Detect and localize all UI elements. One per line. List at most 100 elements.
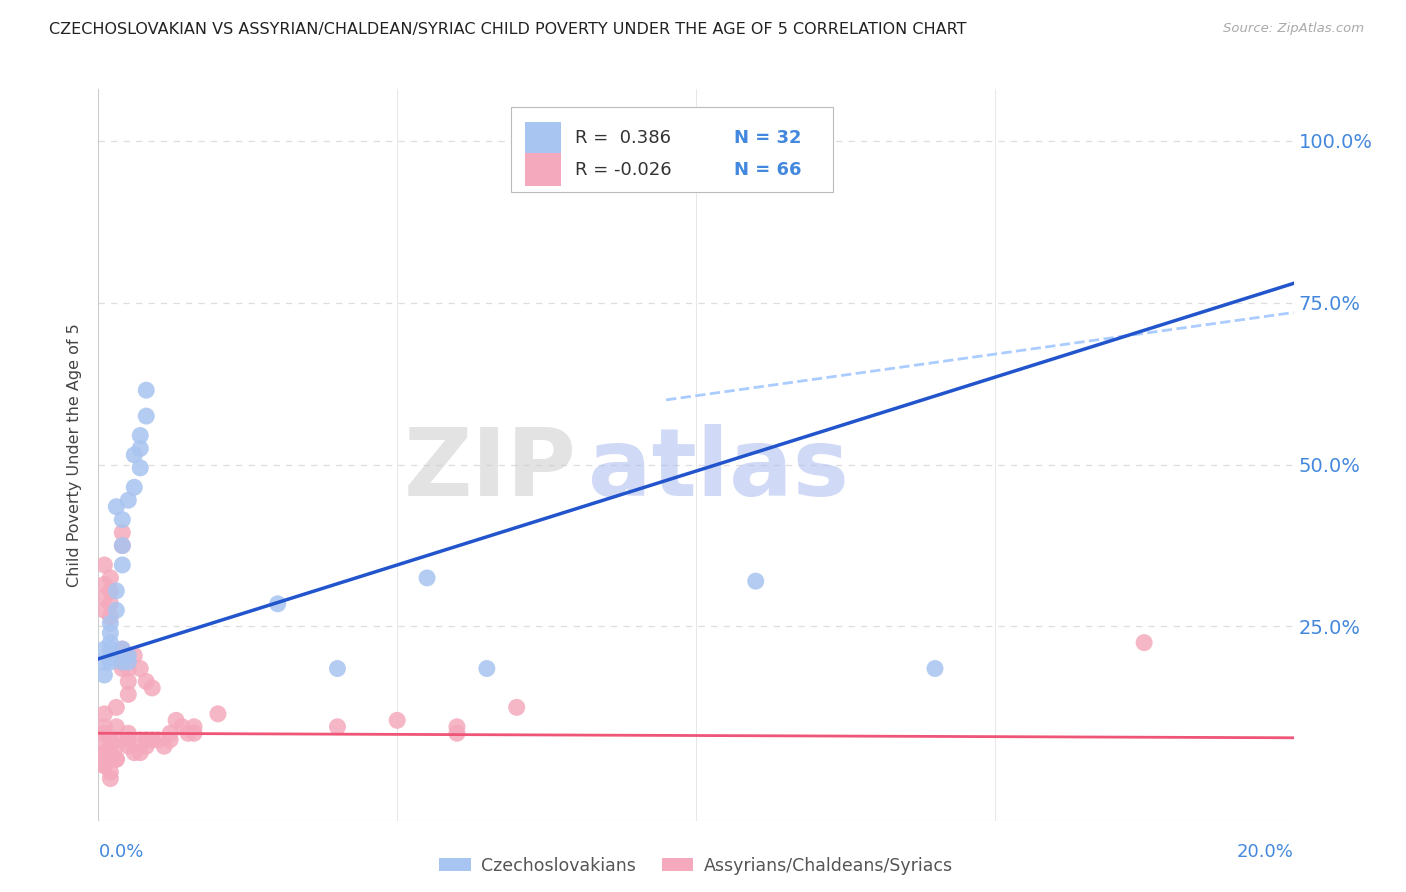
Point xyxy=(93,746,115,760)
Point xyxy=(100,616,122,631)
Point xyxy=(93,668,115,682)
Point xyxy=(475,661,498,675)
Point xyxy=(105,732,128,747)
Point xyxy=(159,732,181,747)
Point xyxy=(117,732,139,747)
Point xyxy=(100,583,122,598)
Text: ZIP: ZIP xyxy=(404,424,576,516)
Bar xyxy=(524,121,561,154)
Point xyxy=(105,603,128,617)
Point xyxy=(129,461,152,475)
Point xyxy=(117,726,139,740)
Point xyxy=(111,525,134,540)
Point xyxy=(100,652,122,666)
Point xyxy=(924,661,946,675)
Point xyxy=(148,732,170,747)
Point xyxy=(93,746,115,760)
Point xyxy=(105,739,128,754)
Point xyxy=(207,706,229,721)
Point xyxy=(124,648,146,663)
Point xyxy=(100,635,122,649)
Point xyxy=(141,681,163,695)
Point xyxy=(93,726,115,740)
Point xyxy=(93,758,115,772)
Point xyxy=(111,642,134,657)
Point xyxy=(93,591,115,605)
Point xyxy=(111,539,134,553)
Point xyxy=(117,739,139,754)
Text: R =  0.386: R = 0.386 xyxy=(575,129,671,147)
Point xyxy=(135,674,157,689)
Point xyxy=(117,661,139,675)
Point xyxy=(111,661,134,675)
Point xyxy=(183,720,205,734)
Point xyxy=(177,726,200,740)
Point xyxy=(111,558,134,572)
Point xyxy=(93,655,115,669)
Point xyxy=(100,765,122,780)
Text: N = 32: N = 32 xyxy=(734,129,801,147)
Point xyxy=(135,739,157,754)
Point xyxy=(326,720,349,734)
Point xyxy=(153,739,176,754)
Point xyxy=(135,383,157,397)
Y-axis label: Child Poverty Under the Age of 5: Child Poverty Under the Age of 5 xyxy=(67,323,83,587)
Point xyxy=(93,577,115,591)
Point xyxy=(105,720,128,734)
Legend: Czechoslovakians, Assyrians/Chaldeans/Syriacs: Czechoslovakians, Assyrians/Chaldeans/Sy… xyxy=(432,849,960,881)
Point xyxy=(93,603,115,617)
Point xyxy=(117,674,139,689)
Point xyxy=(93,706,115,721)
Point xyxy=(416,571,439,585)
Point xyxy=(135,732,157,747)
Point xyxy=(100,732,122,747)
Point xyxy=(100,772,122,786)
Point xyxy=(165,714,187,728)
Point xyxy=(183,726,205,740)
Text: R = -0.026: R = -0.026 xyxy=(575,161,672,178)
Point xyxy=(100,626,122,640)
Point xyxy=(446,726,468,740)
Point xyxy=(117,655,139,669)
Point xyxy=(685,150,707,164)
FancyBboxPatch shape xyxy=(510,108,834,192)
Text: CZECHOSLOVAKIAN VS ASSYRIAN/CHALDEAN/SYRIAC CHILD POVERTY UNDER THE AGE OF 5 COR: CZECHOSLOVAKIAN VS ASSYRIAN/CHALDEAN/SYR… xyxy=(49,22,967,37)
Point xyxy=(105,752,128,766)
Point xyxy=(111,642,134,657)
Text: 0.0%: 0.0% xyxy=(98,843,143,862)
Point xyxy=(129,661,152,675)
Bar xyxy=(524,153,561,186)
Point xyxy=(129,732,152,747)
Point xyxy=(124,448,146,462)
Point xyxy=(105,700,128,714)
Point xyxy=(267,597,290,611)
Point xyxy=(105,752,128,766)
Point xyxy=(111,513,134,527)
Text: N = 66: N = 66 xyxy=(734,161,801,178)
Point xyxy=(93,558,115,572)
Point xyxy=(1133,635,1156,649)
Point xyxy=(506,700,529,714)
Point xyxy=(385,714,409,728)
Point xyxy=(100,609,122,624)
Text: atlas: atlas xyxy=(588,424,849,516)
Point xyxy=(446,720,468,734)
Point xyxy=(117,687,139,701)
Point xyxy=(745,574,768,589)
Point xyxy=(159,726,181,740)
Point xyxy=(129,428,152,442)
Point xyxy=(93,642,115,657)
Point xyxy=(124,746,146,760)
Point xyxy=(105,500,128,514)
Point xyxy=(100,642,122,657)
Point xyxy=(172,720,194,734)
Point xyxy=(111,539,134,553)
Text: Source: ZipAtlas.com: Source: ZipAtlas.com xyxy=(1223,22,1364,36)
Point xyxy=(100,739,122,754)
Text: 20.0%: 20.0% xyxy=(1237,843,1294,862)
Point xyxy=(117,648,139,663)
Point xyxy=(100,655,122,669)
Point xyxy=(135,409,157,423)
Point xyxy=(141,732,163,747)
Point xyxy=(93,720,115,734)
